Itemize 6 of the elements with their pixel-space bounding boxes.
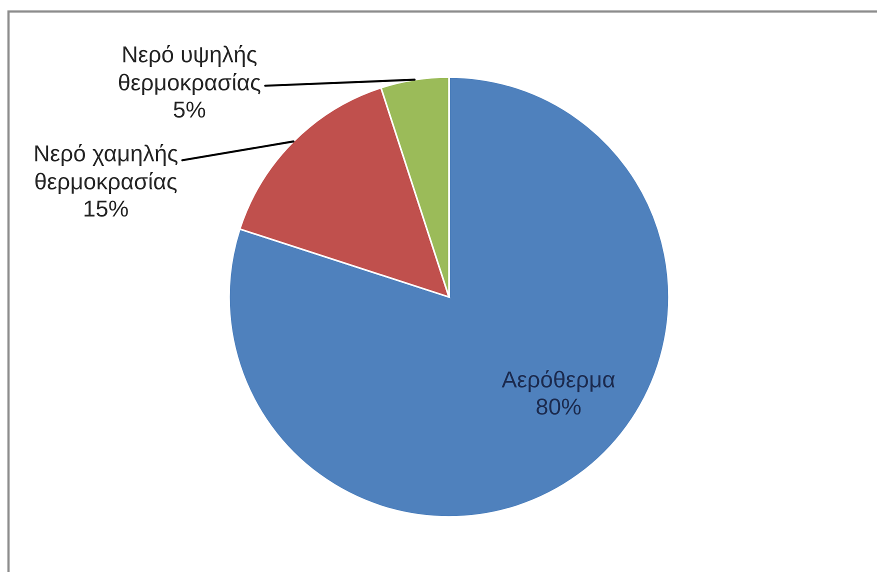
slice-label: Νερό υψηλής θερμοκρασίας [118,44,260,96]
data-label: 80% [536,398,581,415]
slice-label: Αερόθερμα [502,370,615,392]
data-label: 5% [174,102,206,118]
slice-label: Νερό χαμηλής θερμοκρασίας [35,144,178,194]
data-label: 15% [84,200,128,217]
